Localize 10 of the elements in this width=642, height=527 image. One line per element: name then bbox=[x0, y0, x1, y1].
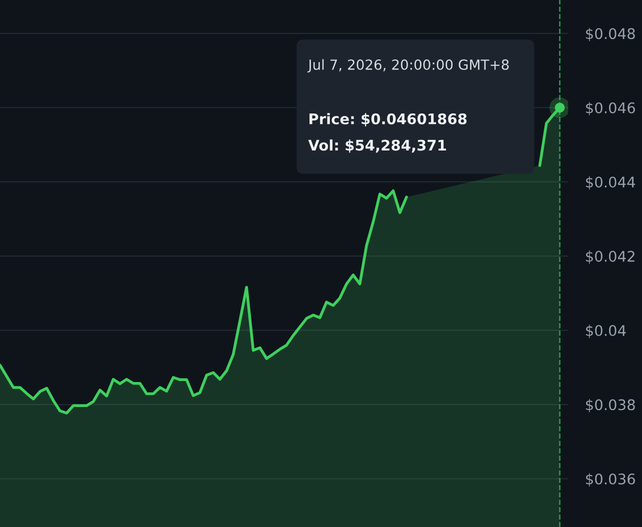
y-tick-label: $0.044 bbox=[586, 176, 636, 190]
y-tick-label: $0.04 bbox=[586, 324, 626, 338]
y-tick-label: $0.036 bbox=[586, 473, 635, 486]
y-tick-label: $0.038 bbox=[586, 398, 635, 412]
y-tick-label: $0.042 bbox=[586, 250, 634, 264]
annotation: Price: $0.04601868 bbox=[310, 113, 467, 126]
y-tick-label: $0.046 bbox=[586, 102, 635, 116]
y-tick-label: $0.048 bbox=[586, 28, 635, 42]
annotation: Jul 7, 2026, 20:00:00 GMT+8 bbox=[307, 59, 509, 72]
annotation: Vol: $54,284,371 bbox=[308, 139, 446, 153]
